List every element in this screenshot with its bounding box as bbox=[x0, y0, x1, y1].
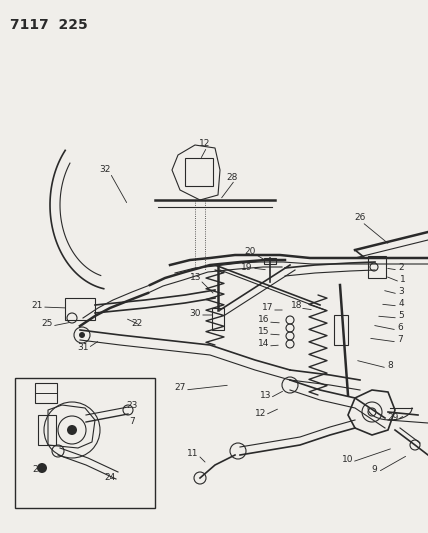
Text: 5: 5 bbox=[398, 311, 404, 320]
Text: 14: 14 bbox=[259, 340, 270, 349]
Bar bbox=[65, 298, 95, 320]
Circle shape bbox=[37, 463, 47, 473]
Text: 8: 8 bbox=[387, 361, 393, 370]
Text: 31: 31 bbox=[77, 343, 89, 351]
Text: 22: 22 bbox=[131, 319, 143, 327]
Bar bbox=[15, 378, 155, 508]
Text: 12: 12 bbox=[256, 408, 267, 417]
Bar bbox=[334, 315, 348, 345]
Text: 21: 21 bbox=[31, 301, 43, 310]
Text: 32: 32 bbox=[99, 166, 111, 174]
Text: 26: 26 bbox=[354, 214, 366, 222]
Bar bbox=[38, 415, 56, 445]
Text: 7117  225: 7117 225 bbox=[10, 18, 88, 32]
Text: 28: 28 bbox=[226, 173, 238, 182]
Text: 27: 27 bbox=[174, 384, 186, 392]
Text: 10: 10 bbox=[342, 456, 354, 464]
Text: 24: 24 bbox=[104, 473, 116, 482]
Bar bbox=[264, 258, 276, 264]
Text: 9: 9 bbox=[371, 465, 377, 474]
Text: 11: 11 bbox=[187, 448, 199, 457]
Circle shape bbox=[79, 332, 85, 338]
Bar bbox=[212, 308, 224, 330]
Text: 13: 13 bbox=[260, 392, 272, 400]
Bar bbox=[185, 158, 213, 186]
Text: 20: 20 bbox=[244, 247, 256, 256]
Text: 17: 17 bbox=[262, 303, 274, 312]
Circle shape bbox=[67, 425, 77, 435]
Text: 7: 7 bbox=[397, 335, 403, 344]
Text: 3: 3 bbox=[398, 287, 404, 296]
Text: 25: 25 bbox=[42, 319, 53, 328]
Bar bbox=[35, 383, 57, 403]
Text: 6: 6 bbox=[397, 324, 403, 333]
Text: 1: 1 bbox=[400, 276, 406, 285]
Text: 15: 15 bbox=[258, 327, 270, 336]
Text: 19: 19 bbox=[241, 262, 253, 271]
Text: 16: 16 bbox=[258, 316, 270, 325]
Text: 2: 2 bbox=[398, 263, 404, 272]
Text: 27: 27 bbox=[32, 465, 44, 474]
Text: 13: 13 bbox=[190, 272, 202, 281]
Text: 12: 12 bbox=[199, 139, 211, 148]
Text: 29: 29 bbox=[387, 414, 399, 423]
Text: 7: 7 bbox=[129, 417, 135, 426]
Bar bbox=[368, 256, 386, 278]
Text: 23: 23 bbox=[126, 400, 138, 409]
Text: 4: 4 bbox=[398, 300, 404, 309]
Text: 30: 30 bbox=[189, 309, 201, 318]
Text: 18: 18 bbox=[291, 302, 303, 311]
